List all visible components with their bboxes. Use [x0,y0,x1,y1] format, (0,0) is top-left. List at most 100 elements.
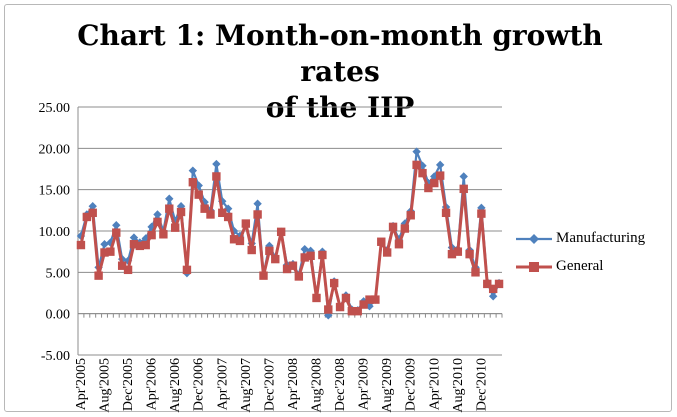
x-tick-label: Apr'2009 [357,358,372,410]
data-point [212,159,221,169]
data-point [188,178,198,187]
data-point [353,306,362,316]
gridlines [78,106,502,356]
x-tick-label: Apr'2006 [145,358,160,410]
data-point [106,247,115,256]
data-point [300,244,309,254]
data-point [430,172,439,181]
data-point [117,261,127,270]
data-point [435,171,445,180]
y-tick-label: 0.00 [46,308,71,323]
data-point [241,219,251,228]
data-point [377,237,386,246]
data-point [100,240,109,249]
x-tick-label: Dec'2008 [333,358,348,411]
x-tick-label: Aug'2009 [380,358,395,413]
x-tick-label: Dec'2009 [404,358,419,411]
data-point [271,254,280,264]
data-point [459,172,468,181]
data-point [347,306,357,316]
legend-label-general: General [556,258,604,274]
data-point [324,305,333,314]
chart-title-line-1: Chart 1: Month-on-month growth rates [77,19,603,88]
data-point [223,212,233,222]
data-point [282,264,292,274]
data-point [494,279,504,289]
x-tick-label: Apr'2007 [215,358,230,410]
data-point [471,268,480,277]
data-point [430,178,439,188]
data-point [329,278,339,288]
data-point [341,293,351,303]
data-point [318,250,327,260]
data-point [441,208,451,218]
data-point [312,293,321,303]
axes [77,107,503,355]
data-point [212,172,221,181]
data-point [123,265,133,275]
data-point [147,230,156,240]
data-point [200,204,209,213]
data-point [88,202,97,211]
y-tick-label: 15.00 [39,184,71,199]
legend-swatch-general [516,260,552,274]
data-point [294,272,304,281]
data-point [424,183,433,193]
data-point [300,253,309,262]
data-point [488,284,498,294]
data-point [447,249,457,259]
data-point [165,194,174,203]
data-point [483,279,492,289]
data-point [276,227,286,237]
data-point [359,300,368,309]
series-layer [76,147,504,320]
legend-manufacturing: Manufacturing [516,230,645,247]
data-point [229,235,239,244]
data-point [394,240,404,249]
legend-marker [529,261,539,272]
data-point [100,248,109,257]
x-tick-label: Dec'2010 [474,358,489,411]
data-point [165,204,174,213]
data-point [141,240,150,250]
data-point [465,249,474,259]
data-point [176,207,186,217]
data-point [235,236,245,246]
data-point [418,168,427,178]
data-point [288,261,298,270]
x-tick-label: Dec'2007 [262,358,277,411]
data-point [129,233,139,242]
data-point [76,240,86,250]
data-point [94,271,103,280]
series-general [76,160,504,316]
data-point [153,210,162,219]
y-tick-label: -5.00 [41,349,70,364]
legend-marker [529,233,539,244]
legend-general: General [516,258,603,275]
legend-label-manufacturing: Manufacturing [556,230,646,246]
data-point [453,247,463,256]
data-point [194,190,203,199]
y-tick-label: 20.00 [39,142,71,157]
x-tick-label: Apr'2010 [427,358,442,410]
y-tick-label: 10.00 [39,225,71,240]
data-point [159,230,168,239]
data-point [206,210,215,219]
data-point [459,184,468,194]
data-point [335,302,345,312]
data-point [488,292,498,301]
data-point [365,295,374,304]
data-point [188,166,198,175]
data-point [388,222,398,232]
data-point [371,295,380,304]
data-point [382,248,392,257]
data-point [88,208,97,218]
data-point [218,208,227,218]
data-point [135,241,145,251]
legend-swatch-manufacturing [516,232,552,246]
data-point [306,251,315,260]
data-point [112,221,121,230]
data-point [153,217,162,227]
x-tick-label: Aug'2007 [239,358,254,413]
data-point [170,223,180,232]
